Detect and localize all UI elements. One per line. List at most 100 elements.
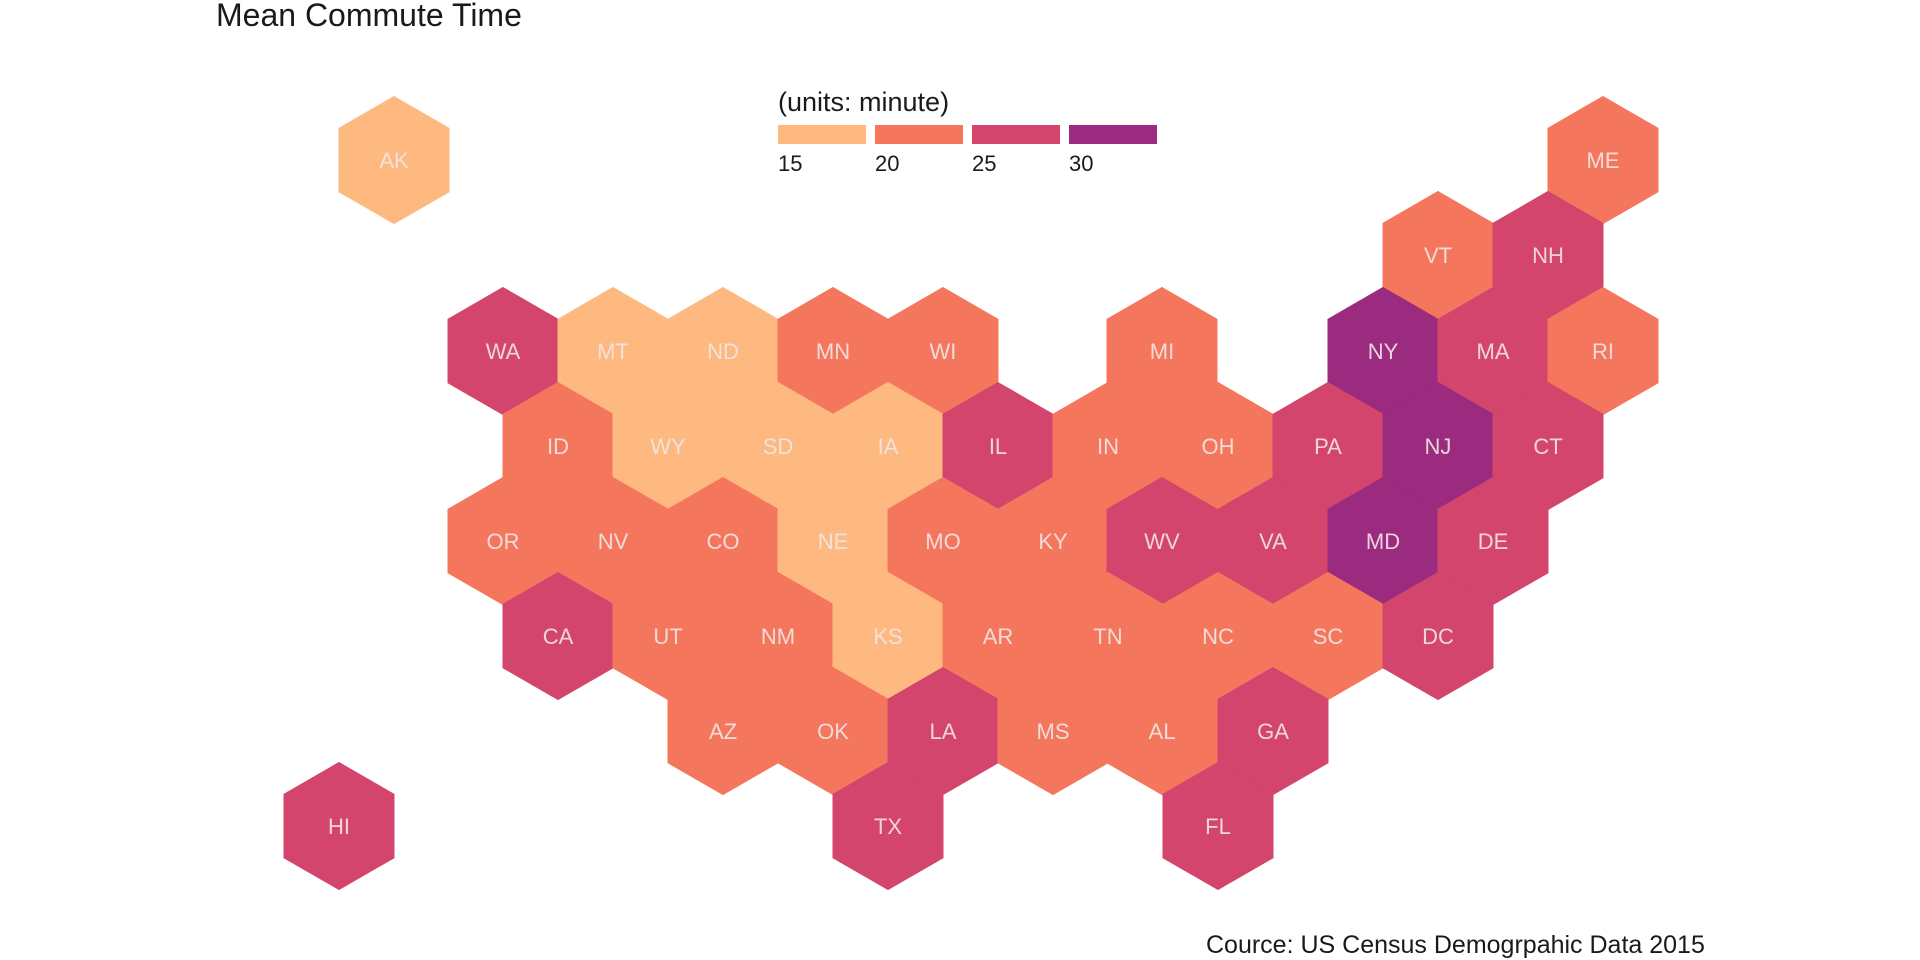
state-tile-wv: WV bbox=[1106, 476, 1218, 606]
state-tile-nh: NH bbox=[1492, 190, 1604, 320]
legend-bin-label: 20 bbox=[875, 151, 900, 176]
state-hex bbox=[1382, 571, 1494, 701]
state-label: OH bbox=[1202, 434, 1235, 459]
state-label: AK bbox=[379, 148, 409, 173]
state-label: AL bbox=[1149, 719, 1176, 744]
state-label: IN bbox=[1097, 434, 1119, 459]
state-hex bbox=[1492, 190, 1604, 320]
state-tile-or: OR bbox=[447, 476, 559, 606]
state-label: NJ bbox=[1425, 434, 1452, 459]
map-title: Mean Commute Time bbox=[216, 0, 522, 33]
state-tile-co: CO bbox=[667, 476, 779, 606]
state-tile-de: DE bbox=[1437, 476, 1549, 606]
state-label: ID bbox=[547, 434, 569, 459]
state-tile-ny: NY bbox=[1327, 286, 1439, 416]
state-label: SD bbox=[763, 434, 794, 459]
state-label: TN bbox=[1093, 624, 1122, 649]
state-label: LA bbox=[930, 719, 957, 744]
state-hex bbox=[283, 761, 395, 891]
legend-swatch bbox=[875, 125, 963, 144]
state-tile-nd: ND bbox=[667, 286, 779, 416]
state-label: FL bbox=[1205, 814, 1231, 839]
state-label: DE bbox=[1478, 529, 1509, 554]
legend-swatch bbox=[1069, 125, 1157, 144]
state-tile-ak: AK bbox=[338, 95, 450, 225]
state-label: CA bbox=[543, 624, 574, 649]
state-label: RI bbox=[1592, 339, 1614, 364]
state-label: SC bbox=[1313, 624, 1344, 649]
state-label: NH bbox=[1532, 243, 1564, 268]
state-label: ME bbox=[1587, 148, 1620, 173]
state-label: WA bbox=[486, 339, 521, 364]
state-label: HI bbox=[328, 814, 350, 839]
state-tile-mn: MN bbox=[777, 286, 889, 416]
state-label: CT bbox=[1533, 434, 1562, 459]
legend-title: (units: minute) bbox=[778, 87, 950, 117]
legend-bin: 25 bbox=[972, 125, 1060, 177]
state-label: MS bbox=[1037, 719, 1070, 744]
legend-bin-label: 25 bbox=[972, 151, 997, 176]
legend-swatch bbox=[972, 125, 1060, 144]
state-label: KS bbox=[873, 624, 902, 649]
state-label: NE bbox=[818, 529, 849, 554]
state-label: WY bbox=[650, 434, 686, 459]
state-label: WV bbox=[1144, 529, 1180, 554]
state-label: MT bbox=[597, 339, 629, 364]
state-label: PA bbox=[1314, 434, 1342, 459]
state-label: OK bbox=[817, 719, 849, 744]
source-caption: Cource: US Census Demogrpahic Data 2015 bbox=[1206, 931, 1705, 959]
state-label: DC bbox=[1422, 624, 1454, 649]
state-tile-al: AL bbox=[1106, 666, 1218, 796]
state-tile-mi: MI bbox=[1106, 286, 1218, 416]
state-tile-ct: CT bbox=[1492, 381, 1604, 511]
state-tile-dc: DC bbox=[1382, 571, 1494, 701]
state-label: NM bbox=[761, 624, 795, 649]
state-tile-ok: OK bbox=[777, 666, 889, 796]
state-tile-ga: GA bbox=[1217, 666, 1329, 796]
legend-swatch bbox=[778, 125, 866, 144]
state-tile-ms: MS bbox=[997, 666, 1109, 796]
state-tile-wy: WY bbox=[612, 381, 724, 511]
state-label: AR bbox=[983, 624, 1014, 649]
state-label: VT bbox=[1424, 243, 1452, 268]
state-label: MD bbox=[1366, 529, 1400, 554]
legend-bins: 15 20 25 30 bbox=[778, 125, 1157, 177]
state-label: NY bbox=[1368, 339, 1399, 364]
state-label: GA bbox=[1257, 719, 1289, 744]
state-label: KY bbox=[1038, 529, 1068, 554]
state-label: AZ bbox=[709, 719, 737, 744]
state-tile-fl: FL bbox=[1162, 761, 1274, 891]
state-tile-nm: NM bbox=[722, 571, 834, 701]
state-tile-tn: TN bbox=[1052, 571, 1164, 701]
legend-bin: 20 bbox=[875, 125, 963, 177]
state-tile-hi: HI bbox=[283, 761, 395, 891]
state-tile-me: ME bbox=[1547, 95, 1659, 225]
state-label: NC bbox=[1202, 624, 1234, 649]
state-tile-az: AZ bbox=[667, 666, 779, 796]
state-label: MN bbox=[816, 339, 850, 364]
state-label: VA bbox=[1259, 529, 1287, 554]
state-tile-ut: UT bbox=[612, 571, 724, 701]
state-tile-il: IL bbox=[942, 381, 1054, 511]
state-hex bbox=[1162, 761, 1274, 891]
state-tile-nc: NC bbox=[1162, 571, 1274, 701]
legend-bin: 30 bbox=[1069, 125, 1157, 177]
state-label: IL bbox=[989, 434, 1007, 459]
state-label: MA bbox=[1477, 339, 1510, 364]
legend: (units: minute) 15 20 25 30 bbox=[778, 87, 1157, 177]
legend-bin: 15 bbox=[778, 125, 866, 177]
state-tile-tx: TX bbox=[832, 761, 944, 891]
state-hex bbox=[338, 95, 450, 225]
state-label: MO bbox=[925, 529, 960, 554]
state-label: UT bbox=[653, 624, 682, 649]
state-label: OR bbox=[487, 529, 520, 554]
state-label: MI bbox=[1150, 339, 1174, 364]
legend-bin-label: 15 bbox=[778, 151, 803, 176]
state-hex bbox=[832, 761, 944, 891]
legend-bin-label: 30 bbox=[1069, 151, 1094, 176]
state-label: WI bbox=[930, 339, 957, 364]
state-label: NV bbox=[598, 529, 629, 554]
state-label: CO bbox=[707, 529, 740, 554]
state-label: TX bbox=[874, 814, 902, 839]
